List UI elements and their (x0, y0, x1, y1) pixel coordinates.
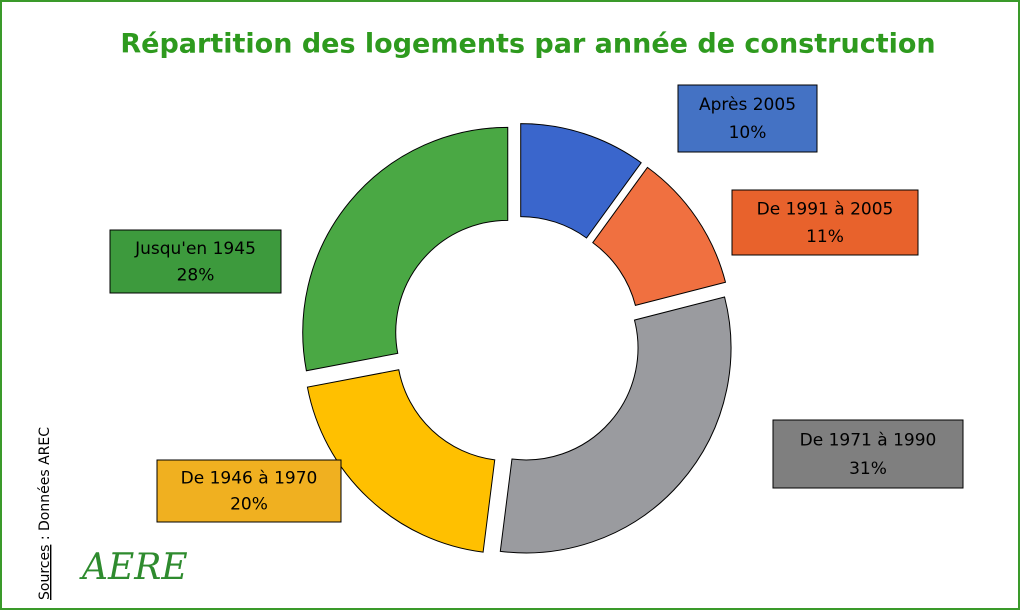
label-box (772, 419, 964, 489)
source-label: Sources (37, 545, 53, 600)
slice-label: Après 2005 (699, 95, 796, 115)
value-label: 20% (230, 495, 268, 515)
slice (520, 123, 642, 239)
slice-label: De 1971 à 1990 (800, 430, 937, 450)
label-box (109, 229, 282, 294)
logo: AERE (79, 547, 188, 588)
source-text: : Données AREC (37, 427, 53, 545)
chart-title: Répartition des logements par année de c… (120, 29, 935, 60)
slice (306, 369, 496, 553)
value-label: 11% (806, 227, 844, 247)
label-box (731, 189, 919, 256)
label-box (677, 84, 818, 153)
value-label: 10% (729, 123, 767, 143)
slice (302, 126, 509, 372)
slice-label: Jusqu'en 1945 (134, 239, 256, 259)
label-box (156, 459, 342, 523)
slice (592, 166, 727, 307)
slice-label: De 1991 à 2005 (757, 200, 894, 220)
slice (499, 296, 732, 554)
value-label: 31% (849, 459, 887, 479)
value-label: 28% (177, 265, 215, 285)
source: Sources : Données AREC (37, 427, 53, 600)
slice-label: De 1946 à 1970 (181, 469, 318, 489)
